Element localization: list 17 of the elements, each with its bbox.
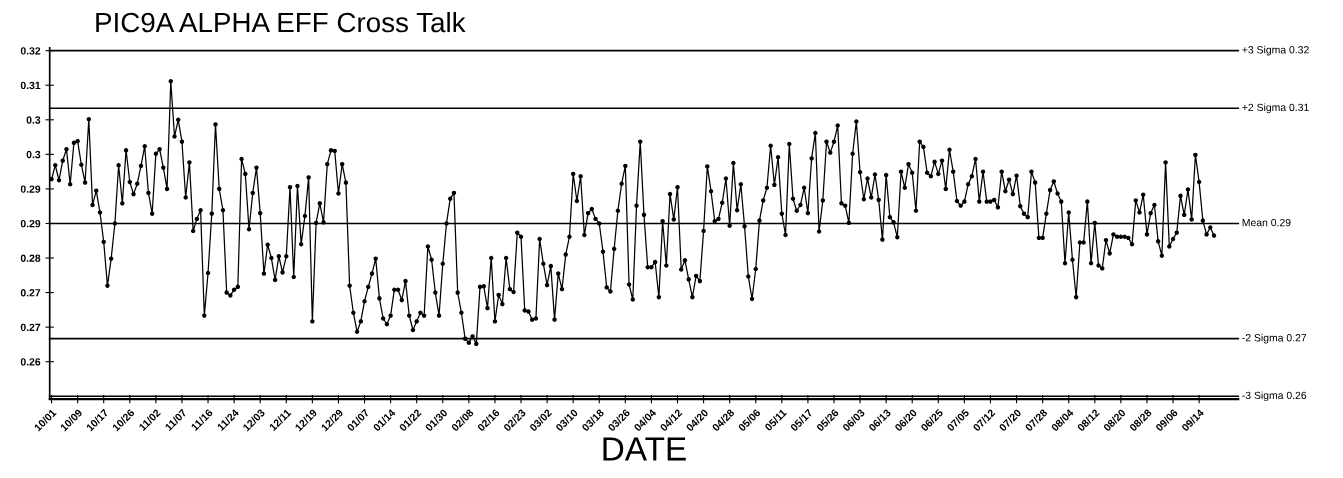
ref-line-label: +2 Sigma 0.31 [1242,103,1309,114]
y-tick-label: 0.29 [20,185,41,193]
y-tick-label: 0.28 [20,254,41,262]
ref-line-label: -3 Sigma 0.26 [1242,391,1307,402]
y-tick-label: 0.3 [26,150,41,159]
y-tick-label: 0.32 [20,47,41,55]
y-tick-label: 0.3 [26,116,41,124]
x-axis-title: DATE [603,437,686,461]
y-tick-label: 0.27 [20,289,41,297]
y-tick-label: 0.27 [20,323,41,332]
ref-line-label: Mean 0.29 [1242,218,1291,227]
ref-line-label: +3 Sigma 0.32 [1242,45,1309,56]
y-tick-label: 0.29 [20,219,41,228]
y-tick-label: 0.31 [20,81,41,90]
ref-line-label: -2 Sigma 0.27 [1242,333,1307,344]
y-tick-label: 0.26 [20,358,41,366]
chart-title: PIC9A ALPHA EFF Cross Talk [96,11,466,33]
